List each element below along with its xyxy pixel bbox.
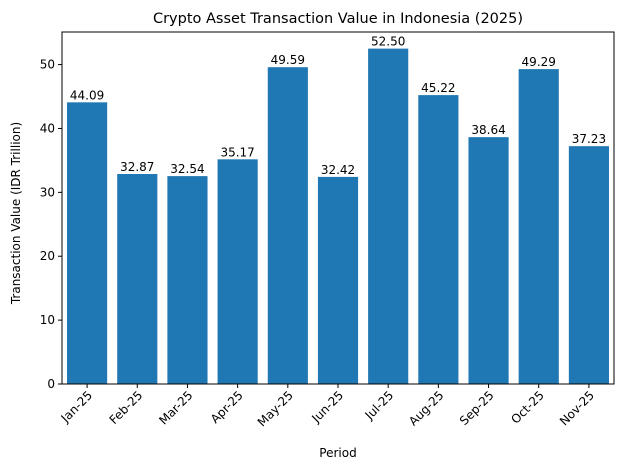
- x-tick-label: Jun-25: [308, 388, 346, 426]
- chart-title: Crypto Asset Transaction Value in Indone…: [153, 11, 523, 27]
- y-tick-label: 30: [40, 185, 55, 199]
- y-tick-label: 10: [40, 313, 55, 327]
- bar-value-label: 38.64: [471, 123, 505, 137]
- bar-value-label: 49.59: [271, 53, 305, 67]
- bar-value-label: 32.54: [170, 162, 204, 176]
- x-axis: Jan-25 Feb-25 Mar-25 Apr-25 May-25 Jun-25 Jul-…: [58, 384, 597, 429]
- x-tick-label: Feb-25: [107, 388, 146, 427]
- bar-value-label: 45.22: [421, 81, 455, 95]
- bar-value-label: 32.42: [321, 163, 355, 177]
- bar-value-label: 37.23: [572, 132, 606, 146]
- bar-value-labels: 44.09 32.87 32.54 35.17 49.59 32.42 52.50 45.22…: [70, 35, 606, 177]
- bar-value-label: 44.09: [70, 88, 104, 102]
- bar: [518, 69, 559, 384]
- bar-value-label: 49.29: [522, 55, 556, 69]
- x-tick-label: Oct-25: [508, 388, 546, 426]
- bar: [418, 95, 459, 384]
- y-tick-label: 20: [40, 249, 55, 263]
- bar: [217, 159, 258, 384]
- x-tick-label: Apr-25: [208, 388, 246, 426]
- x-tick-label: Aug-25: [406, 388, 446, 428]
- bar: [568, 146, 609, 384]
- y-axis-label: Transaction Value (IDR Trillion): [9, 122, 23, 305]
- x-tick-label: Mar-25: [156, 388, 195, 427]
- y-tick-label: 0: [47, 377, 55, 391]
- bar: [167, 176, 208, 384]
- bar: [117, 174, 158, 384]
- y-axis: 0 10 20 30 40 50: [40, 58, 62, 391]
- x-tick-label: Sep-25: [457, 388, 497, 428]
- bar: [317, 176, 359, 384]
- bar: [368, 48, 409, 384]
- y-tick-label: 40: [40, 121, 55, 135]
- bar-value-label: 35.17: [220, 145, 254, 159]
- bars: [67, 48, 609, 384]
- bar-value-label: 52.50: [371, 35, 405, 49]
- y-tick-label: 50: [40, 58, 55, 72]
- plot-frame: [61, 31, 615, 385]
- bar: [468, 137, 509, 384]
- x-tick-label: May-25: [255, 388, 296, 429]
- x-tick-label: Nov-25: [557, 388, 597, 428]
- bar: [267, 67, 308, 384]
- x-tick-label: Jul-25: [362, 388, 397, 423]
- bar: [67, 102, 108, 384]
- x-axis-label: Period: [319, 446, 356, 460]
- bar-value-label: 32.87: [120, 160, 154, 174]
- x-tick-label: Jan-25: [58, 388, 96, 426]
